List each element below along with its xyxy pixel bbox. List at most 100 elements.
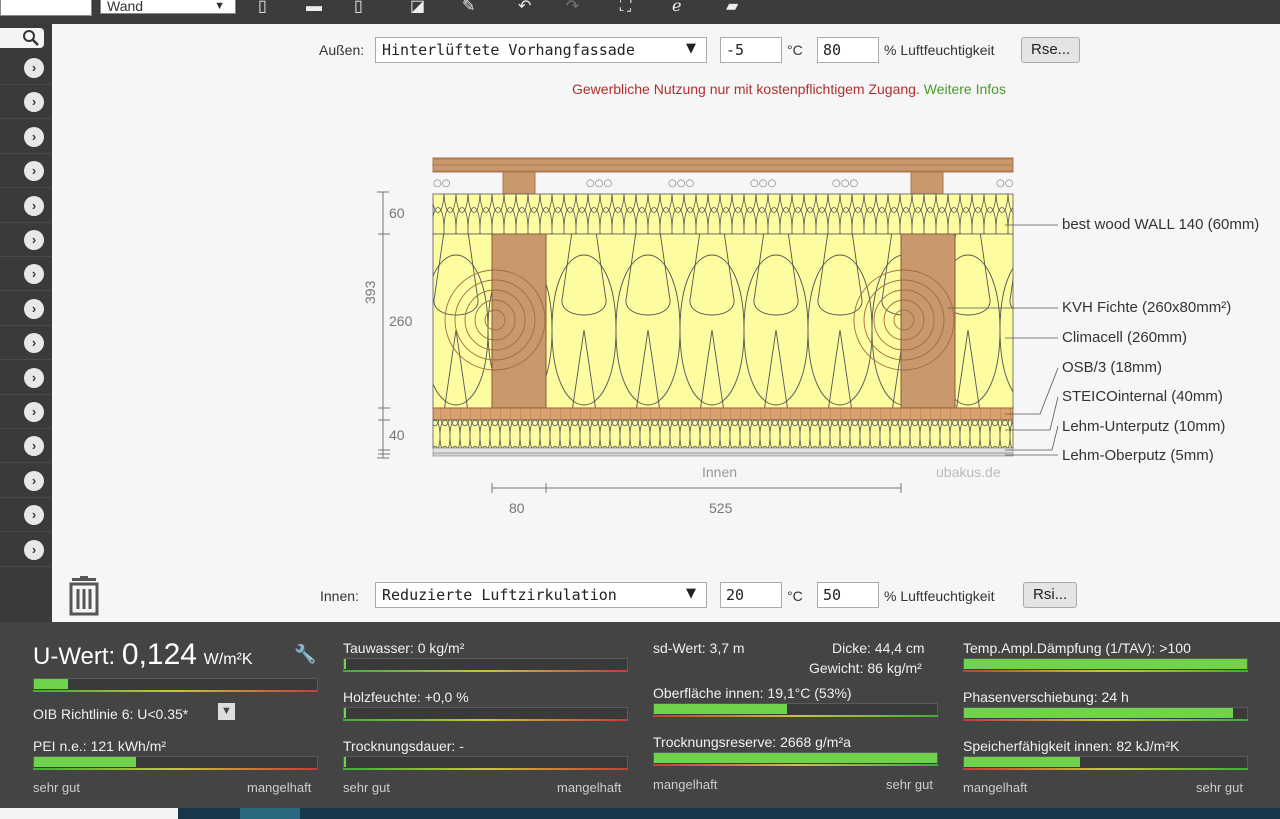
chevron-down-icon: ▼ [214, 0, 225, 12]
sidebar-row[interactable]: › [0, 498, 52, 533]
trash-icon[interactable] [66, 576, 102, 616]
oberflaeche-bar [653, 703, 938, 717]
scale-good-1: sehr gut [33, 780, 80, 795]
top-toolbar: Wand ▼ ▯ ▬ ▯ ◪ ✎ ↶ ↷ ⛶ ℯ ▰ [0, 0, 1280, 24]
sidebar-row[interactable]: › [0, 154, 52, 189]
chevron-right-icon[interactable]: › [24, 230, 44, 250]
chevron-right-icon[interactable]: › [24, 436, 44, 457]
more-info-link[interactable]: Weitere Infos [923, 81, 1006, 97]
dim-total: 393 [362, 280, 378, 304]
inner-temperature-input[interactable]: 20 [720, 582, 782, 608]
uwert-display: U-Wert: 0,124 W/m²K [33, 638, 253, 672]
edit-icon[interactable]: ✎ [462, 0, 476, 15]
chevron-right-icon[interactable]: › [24, 92, 44, 113]
redo-icon[interactable]: ↷ [566, 0, 580, 15]
link-icon[interactable]: ℯ [672, 0, 682, 15]
temp-ampl-value: Temp.Ampl.Dämpfung (1/TAV): >100 [963, 640, 1191, 656]
sidebar-row[interactable]: › [0, 395, 52, 429]
dim-bottom-80: 80 [509, 500, 525, 516]
oberflaeche-value: Oberfläche innen: 19,1°C (53%) [653, 685, 852, 701]
fullscreen-icon[interactable]: ⛶ [620, 0, 632, 15]
sidebar-row[interactable]: › [0, 189, 52, 223]
outer-temperature-input[interactable]: -5 [720, 37, 782, 63]
new-document-icon[interactable]: ▯ [258, 0, 267, 15]
inner-humidity-input[interactable]: 50 [817, 582, 879, 608]
layer-label-steico[interactable]: STEICOinternal (40mm) [1062, 388, 1223, 405]
dim-layer-60: 60 [389, 205, 405, 221]
component-select[interactable]: Wand ▼ [100, 0, 236, 14]
chevron-right-icon[interactable]: › [24, 402, 44, 422]
chevron-right-icon[interactable]: › [24, 58, 44, 78]
pei-value: PEI n.e.: 121 kWh/m² [33, 738, 167, 754]
wall-cross-section: ○○ ○○○ ○○○ ○○○ ○○○ ○○ [377, 157, 1059, 493]
undo-icon[interactable]: ↶ [518, 0, 532, 15]
sidebar-row[interactable]: › [0, 326, 52, 361]
inner-humidity-label: % Luftfeuchtigkeit [884, 588, 995, 604]
search-icon [23, 30, 39, 46]
chevron-right-icon[interactable]: › [24, 298, 44, 319]
sidebar-row[interactable]: › [0, 464, 52, 498]
sidebar-row[interactable]: › [0, 429, 52, 464]
sidebar-row[interactable]: › [0, 51, 52, 85]
export-icon[interactable]: ◪ [410, 0, 426, 15]
chevron-right-icon[interactable]: › [24, 505, 44, 526]
outer-humidity-input[interactable]: 80 [817, 37, 879, 63]
dim-bottom-525: 525 [709, 500, 733, 516]
uwert-label: U-Wert: [33, 643, 116, 670]
save-icon[interactable]: ▯ [354, 0, 363, 15]
chevron-right-icon[interactable]: › [24, 264, 44, 285]
speicher-bar [963, 756, 1248, 770]
sidebar-row[interactable]: › [0, 223, 52, 257]
temp-ampl-bar [963, 658, 1248, 672]
layer-label-insulation[interactable]: Climacell (260mm) [1062, 329, 1188, 346]
scale-good-4: sehr gut [1196, 780, 1243, 795]
inner-condition-select[interactable]: Reduzierte Luftzirkulation ▼ [375, 582, 707, 608]
scale-bad-3: mangelhaft [653, 777, 718, 792]
outer-label: Außen: [319, 42, 365, 58]
chevron-right-icon[interactable]: › [24, 126, 44, 147]
sidebar-search[interactable] [0, 28, 44, 48]
scale-good-2: sehr gut [343, 780, 390, 795]
dim-layer-260: 260 [389, 313, 413, 329]
svg-text:○○○: ○○○ [832, 178, 858, 189]
layer-label-wood-fibre[interactable]: best wood WALL 140 (60mm) [1062, 216, 1260, 233]
rse-button[interactable]: Rse... [1021, 37, 1081, 63]
sidebar-row[interactable]: › [0, 257, 52, 292]
layer-label-base-plaster[interactable]: Lehm-Unterputz (10mm) [1062, 418, 1226, 435]
svg-text:○○: ○○ [433, 178, 450, 189]
bottom-strip [0, 808, 1280, 819]
rsi-button[interactable]: Rsi... [1023, 582, 1078, 608]
chevron-right-icon[interactable]: › [24, 539, 44, 560]
comment-icon[interactable]: ▰ [726, 0, 739, 15]
layer-label-top-plaster[interactable]: Lehm-Oberputz (5mm) [1062, 447, 1214, 464]
toolbar-text-field[interactable] [0, 0, 92, 16]
inner-temp-unit: °C [787, 588, 803, 604]
chevron-down-icon: ▼ [686, 41, 696, 56]
sidebar-row[interactable]: › [0, 292, 52, 326]
tauwasser-value: Tauwasser: 0 kg/m² [343, 640, 465, 656]
wrench-icon[interactable]: 🔧 [294, 644, 317, 664]
left-sidebar: › › › › › › › › › › › › › › › [0, 24, 52, 622]
sidebar-row[interactable]: › [0, 85, 52, 120]
scale-bad-2: mangelhaft [557, 780, 622, 795]
scale-bad-1: mangelhaft [247, 780, 312, 795]
chevron-right-icon[interactable]: › [24, 470, 44, 491]
oib-dropdown-icon[interactable]: ▼ [218, 703, 235, 720]
chevron-right-icon[interactable]: › [24, 333, 44, 354]
chevron-right-icon[interactable]: › [24, 195, 44, 216]
chevron-right-icon[interactable]: › [24, 367, 44, 388]
folder-icon[interactable]: ▬ [306, 0, 322, 15]
sidebar-row[interactable]: › [0, 533, 52, 567]
sidebar-row[interactable]: › [0, 120, 52, 154]
chevron-right-icon[interactable]: › [24, 161, 44, 182]
layer-label-stud[interactable]: KVH Fichte (260x80mm²) [1062, 299, 1232, 316]
results-panel: U-Wert: 0,124 W/m²K 🔧 OIB Richtlinie 6: … [0, 622, 1280, 808]
outer-condition-select[interactable]: Hinterlüftete Vorhangfassade ▼ [375, 37, 707, 63]
sidebar-row[interactable]: › [0, 361, 52, 395]
chevron-down-icon: ▼ [686, 586, 696, 601]
inner-label: Innen: [320, 588, 359, 604]
component-select-value: Wand [107, 0, 144, 14]
layer-label-osb[interactable]: OSB/3 (18mm) [1062, 359, 1163, 376]
trocknungsdauer-bar [343, 756, 628, 770]
speicher-value: Speicherfähigkeit innen: 82 kJ/m²K [963, 738, 1180, 754]
